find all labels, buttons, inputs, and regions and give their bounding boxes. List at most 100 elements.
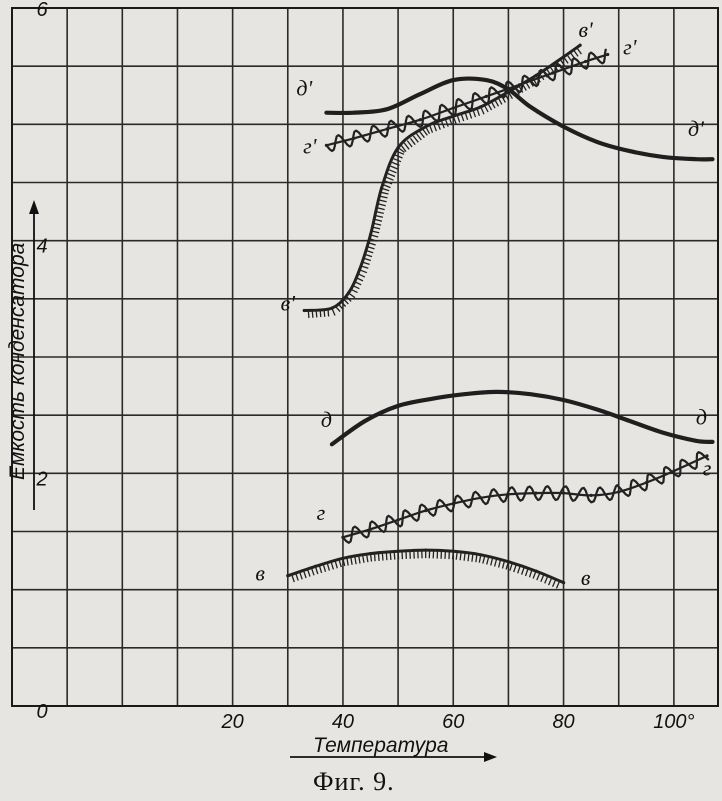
curve-hatching xyxy=(291,550,561,589)
curve-label: г xyxy=(317,500,326,525)
hatch-mark xyxy=(490,557,494,566)
hatch-mark xyxy=(378,199,387,203)
hatch-mark xyxy=(388,169,397,174)
hatch-mark xyxy=(350,556,353,565)
hatch-mark xyxy=(361,554,365,563)
curve-label: в' xyxy=(578,17,593,42)
hatch-mark xyxy=(482,555,486,564)
hatch-mark xyxy=(566,54,573,62)
hatch-mark xyxy=(436,121,441,130)
hatch-mark xyxy=(418,130,425,139)
hatch-mark xyxy=(514,87,520,95)
hatch-mark xyxy=(500,95,506,103)
hatch-mark xyxy=(382,183,391,189)
series-thick xyxy=(329,389,715,447)
hatch-mark xyxy=(339,300,347,307)
hatch-mark xyxy=(357,273,366,278)
hatch-mark xyxy=(314,566,319,575)
hatch-mark xyxy=(422,128,428,136)
hatch-mark xyxy=(487,102,493,111)
hatch-mark xyxy=(415,133,422,141)
plot-frame xyxy=(11,7,719,707)
hatch-mark xyxy=(295,572,299,581)
hatch-mark xyxy=(456,114,461,123)
hatch-mark xyxy=(354,556,357,565)
hatch-mark xyxy=(497,559,502,568)
hatch-mark xyxy=(501,560,506,569)
curve-label: д xyxy=(696,405,707,430)
hatch-mark xyxy=(374,214,384,218)
hatch-mark xyxy=(511,89,517,97)
hatch-mark xyxy=(338,559,342,568)
x-tick-label: 20 xyxy=(221,711,244,733)
hatch-mark xyxy=(572,49,579,57)
curve-labels: д д г г в в д' д' г' г' в' в' xyxy=(255,17,711,590)
x-tick-label: 80 xyxy=(552,711,574,733)
hatch-mark xyxy=(291,574,295,583)
x-axis-title-group: Температура xyxy=(290,734,497,762)
y-tick-label: 6 xyxy=(36,0,48,21)
hatch-mark xyxy=(381,187,390,192)
hatch-mark xyxy=(409,137,416,146)
hatch-mark xyxy=(355,276,364,282)
curve-label: в xyxy=(581,565,591,590)
hatch-mark xyxy=(490,100,496,109)
hatch-mark xyxy=(576,47,582,55)
hatch-mark xyxy=(380,191,389,195)
hatch-mark xyxy=(366,245,375,250)
hatch-mark xyxy=(559,58,566,67)
curve-label: в' xyxy=(281,291,296,316)
grid xyxy=(12,8,718,706)
hatch-mark xyxy=(375,210,384,215)
hatch-mark xyxy=(387,172,396,178)
hatch-mark xyxy=(397,551,400,560)
hatch-mark xyxy=(425,126,431,135)
hatch-mark xyxy=(463,552,466,561)
hatch-mark xyxy=(342,297,349,305)
hatch-mark xyxy=(536,572,541,581)
hatch-mark xyxy=(371,230,380,234)
hatch-mark xyxy=(444,118,449,127)
x-tick-label: 40 xyxy=(332,711,354,733)
hatch-mark xyxy=(319,309,322,318)
hatch-mark xyxy=(345,295,352,302)
series-hatched xyxy=(286,548,566,589)
hatch-mark xyxy=(428,124,434,133)
hatch-mark xyxy=(509,562,513,571)
hatch-mark xyxy=(542,70,548,78)
y-tick-label: 4 xyxy=(36,236,47,258)
hatch-mark xyxy=(334,305,341,312)
hatch-mark xyxy=(367,241,376,246)
hatch-mark xyxy=(544,575,549,584)
hatch-mark xyxy=(322,563,327,572)
hatch-mark xyxy=(385,176,394,181)
hatch-mark xyxy=(331,307,336,316)
hatch-mark xyxy=(302,570,307,579)
hatch-mark xyxy=(391,161,400,167)
hatch-mark xyxy=(365,249,374,254)
hatch-mark xyxy=(389,551,392,560)
series-wavy xyxy=(341,451,710,544)
hatch-mark xyxy=(369,238,378,242)
x-axis-title: Температура xyxy=(313,734,448,757)
curve-baseline xyxy=(326,53,609,147)
x-tick-label: 60 xyxy=(442,711,464,733)
curve-label: г xyxy=(703,456,712,481)
hatch-mark xyxy=(520,566,525,575)
hatch-mark xyxy=(497,97,503,105)
hatch-mark xyxy=(556,61,562,69)
hatch-mark xyxy=(486,556,490,565)
curve-label: д' xyxy=(296,75,312,100)
y-tick-label: 2 xyxy=(35,468,47,490)
hatch-mark xyxy=(376,207,385,211)
figure-caption: Фиг. 9. xyxy=(313,767,395,796)
hatch-mark xyxy=(351,284,360,290)
curve-line xyxy=(324,76,715,162)
hatch-mark xyxy=(532,570,537,579)
hatch-mark xyxy=(480,106,485,115)
curve-label: д xyxy=(321,407,332,432)
hatch-mark xyxy=(548,577,553,586)
hatch-mark xyxy=(448,117,453,126)
hatch-mark xyxy=(373,222,382,226)
